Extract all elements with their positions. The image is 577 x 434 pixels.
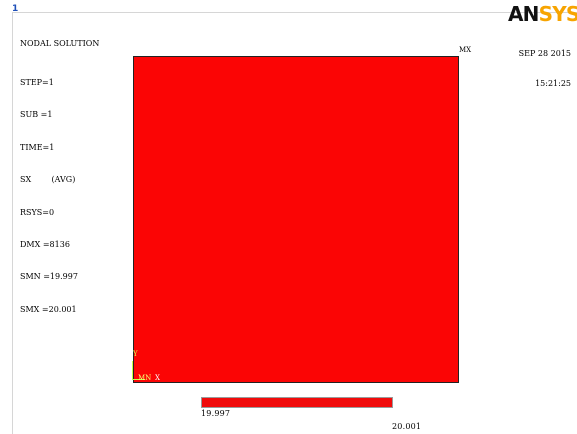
legend-smx: SMX =20.001 bbox=[20, 304, 77, 314]
legend-rsys: RSYS=0 bbox=[20, 207, 55, 217]
window-number: 1 bbox=[12, 4, 19, 14]
colorbar-max-label: 20.001 bbox=[392, 422, 422, 431]
timestamp-time: 15:21:25 bbox=[535, 79, 571, 88]
svg-text:ANSYS: ANSYS bbox=[508, 3, 577, 26]
frame-top-border bbox=[12, 12, 577, 13]
triad-x-axis-line bbox=[132, 379, 145, 380]
timestamp: SEP 28 2015 15:21:25 bbox=[519, 29, 571, 109]
legend-smn: SMN =19.997 bbox=[20, 272, 78, 282]
contour-colorbar bbox=[201, 397, 393, 408]
results-legend: NODAL SOLUTION STEP=1 SUB =1 TIME=1 SX (… bbox=[20, 17, 99, 337]
frame-left-border bbox=[12, 12, 13, 434]
ansys-logo-icon: ANSYS bbox=[508, 3, 577, 27]
triad-y-axis-line bbox=[132, 361, 133, 380]
triad-x-label: X bbox=[155, 374, 160, 382]
colorbar-min-label: 19.997 bbox=[201, 409, 231, 418]
triad-y-label: Y bbox=[133, 350, 138, 358]
legend-component: SX (AVG) bbox=[20, 175, 76, 185]
triad-mn-label: MN bbox=[138, 374, 152, 382]
legend-title: NODAL SOLUTION bbox=[20, 38, 100, 48]
timestamp-date: SEP 28 2015 bbox=[518, 49, 571, 58]
legend-step: STEP=1 bbox=[20, 77, 54, 87]
maximum-marker-label: MX bbox=[459, 46, 472, 54]
legend-sub: SUB =1 bbox=[20, 110, 53, 120]
legend-dmx: DMX =8136 bbox=[20, 239, 70, 249]
coordinate-triad-icon: Y MN X bbox=[128, 348, 166, 386]
contour-plot-area bbox=[133, 56, 459, 383]
legend-time: TIME=1 bbox=[20, 142, 55, 152]
